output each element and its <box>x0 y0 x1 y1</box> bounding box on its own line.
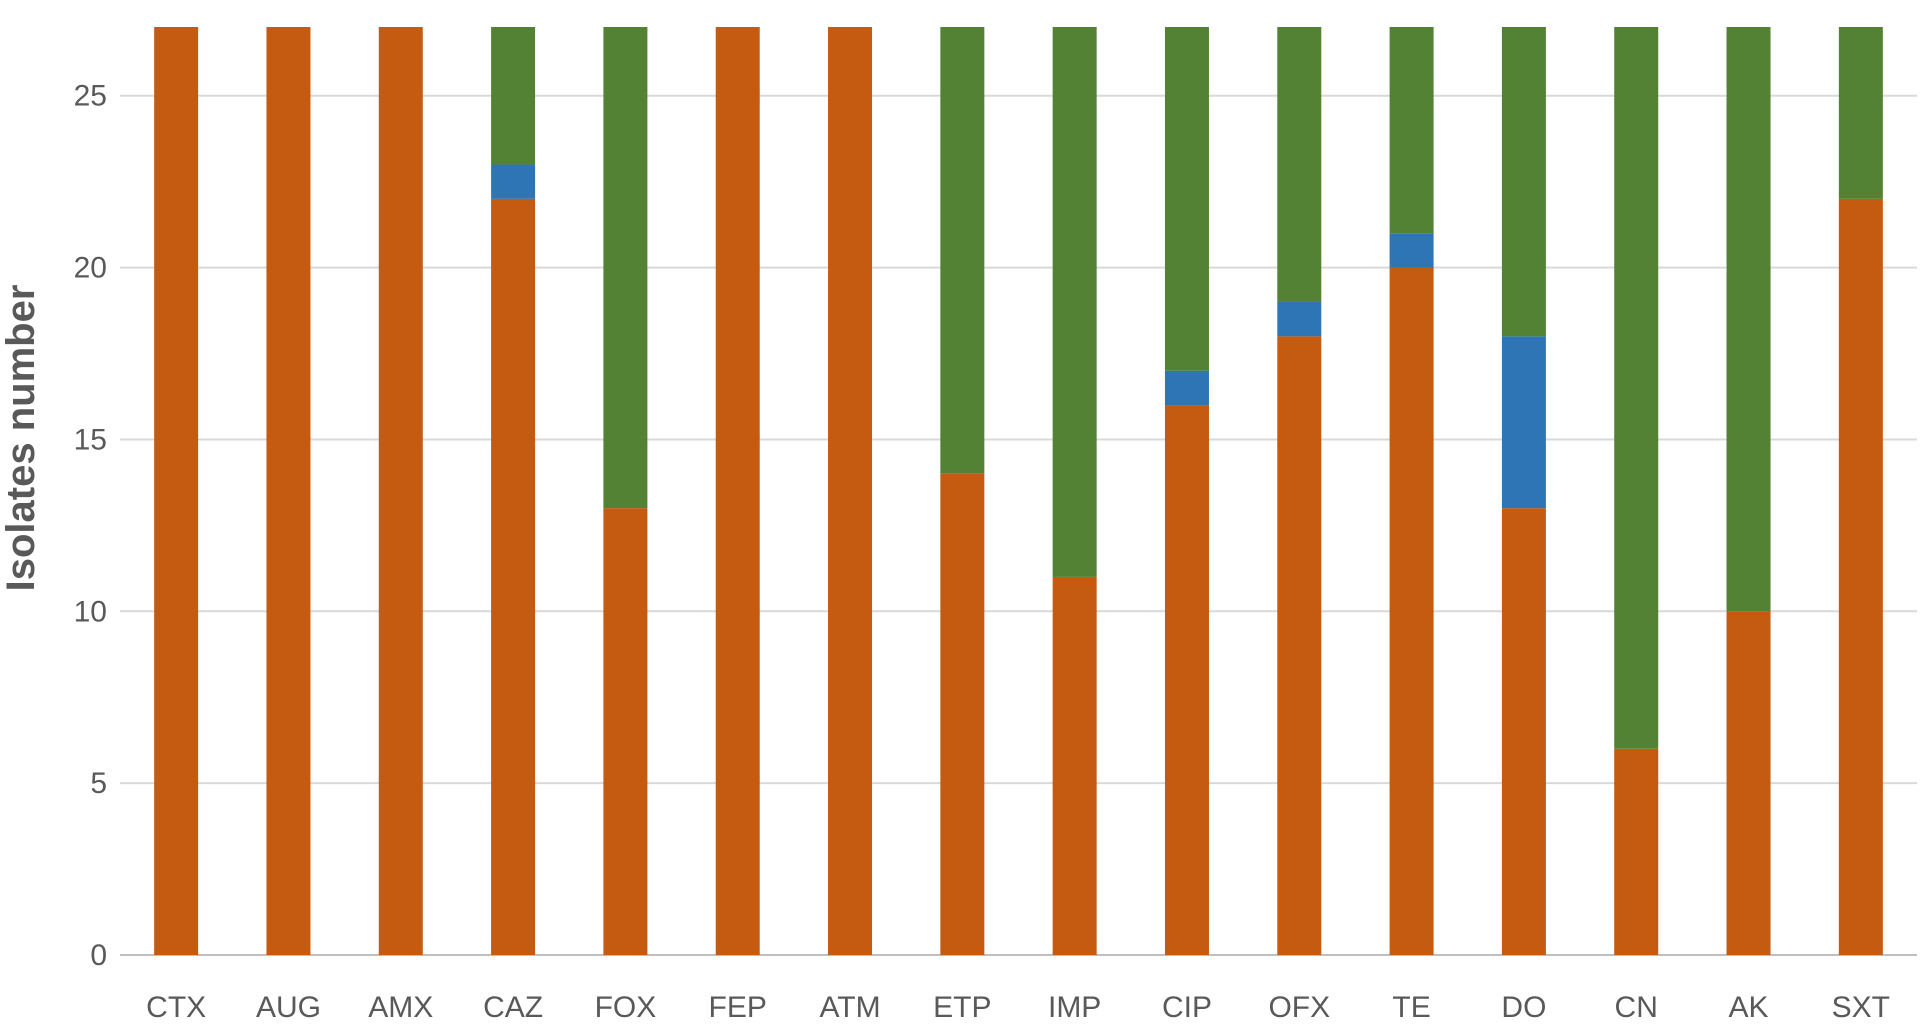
bar-segment-do-s1 <box>1501 508 1546 955</box>
x-tick-label: CTX <box>146 991 206 1024</box>
bar-segment-cn-s3 <box>1614 27 1659 749</box>
bar-segment-etp-s3 <box>940 27 985 474</box>
x-tick-label: TE <box>1392 991 1430 1024</box>
bar-segment-te-s3 <box>1389 27 1434 234</box>
x-tick-label: AK <box>1729 991 1769 1024</box>
bar-segment-caz-s1 <box>491 198 536 955</box>
x-tick-label: FEP <box>709 991 767 1024</box>
bar-segment-atm-s1 <box>828 27 873 955</box>
bar-segment-cip-s1 <box>1164 405 1209 955</box>
bar-segment-imp-s1 <box>1052 576 1097 955</box>
x-tick-labels: CTX AUG AMX CAZ FOX FEP ATM ETP IMP CIP OFX TE DO CN A… <box>146 991 1890 1024</box>
bar-segment-aug-s1 <box>266 27 311 955</box>
bar-segment-te-s2 <box>1389 233 1434 268</box>
bar-segment-imp-s3 <box>1052 27 1097 577</box>
bar-segment-fox-s3 <box>603 27 648 509</box>
x-tick-label: SXT <box>1832 991 1890 1024</box>
y-tick-label: 25 <box>74 80 107 113</box>
bar-segment-te-s1 <box>1389 267 1434 955</box>
x-tick-label: FOX <box>595 991 657 1024</box>
x-tick-label: OFX <box>1268 991 1330 1024</box>
bar-segment-ctx-s1 <box>154 27 199 955</box>
bar-segment-caz-s3 <box>491 27 536 165</box>
bar-segment-cn-s1 <box>1614 748 1659 955</box>
x-tick-label: DO <box>1501 991 1546 1024</box>
bar-segment-cip-s3 <box>1164 27 1209 371</box>
bar-segment-ofx-s3 <box>1277 27 1322 302</box>
y-tick-label: 15 <box>74 423 107 456</box>
x-tick-label: CAZ <box>483 991 543 1024</box>
y-tick-labels: 0 5 10 15 20 25 <box>74 80 107 972</box>
y-tick-label: 20 <box>74 252 107 285</box>
bar-segment-sxt-s3 <box>1838 27 1883 199</box>
y-tick-label: 5 <box>90 767 107 800</box>
x-tick-label: IMP <box>1048 991 1101 1024</box>
x-tick-label: CN <box>1615 991 1658 1024</box>
bar-segment-sxt-s1 <box>1838 198 1883 955</box>
bar-segment-fep-s1 <box>715 27 760 955</box>
bar-segment-ofx-s2 <box>1277 301 1322 337</box>
y-tick-label: 0 <box>90 939 107 972</box>
y-tick-label: 10 <box>74 595 107 628</box>
bar-segment-cip-s2 <box>1164 370 1209 406</box>
bar-segment-fox-s1 <box>603 508 648 955</box>
bars <box>154 27 1883 955</box>
x-tick-label: ATM <box>819 991 880 1024</box>
bar-segment-ofx-s1 <box>1277 336 1322 955</box>
y-axis-title: Isolates number <box>0 285 43 592</box>
bar-segment-caz-s2 <box>491 164 536 199</box>
x-tick-label: CIP <box>1162 991 1212 1024</box>
bar-segment-do-s2 <box>1501 336 1546 509</box>
bar-segment-do-s3 <box>1501 27 1546 337</box>
bar-segment-ak-s1 <box>1726 611 1771 955</box>
bar-segment-amx-s1 <box>378 27 423 955</box>
x-tick-label: AUG <box>256 991 321 1024</box>
x-tick-label: AMX <box>368 991 433 1024</box>
bar-segment-ak-s3 <box>1726 27 1771 612</box>
bar-segment-etp-s1 <box>940 473 985 955</box>
x-tick-label: ETP <box>933 991 991 1024</box>
